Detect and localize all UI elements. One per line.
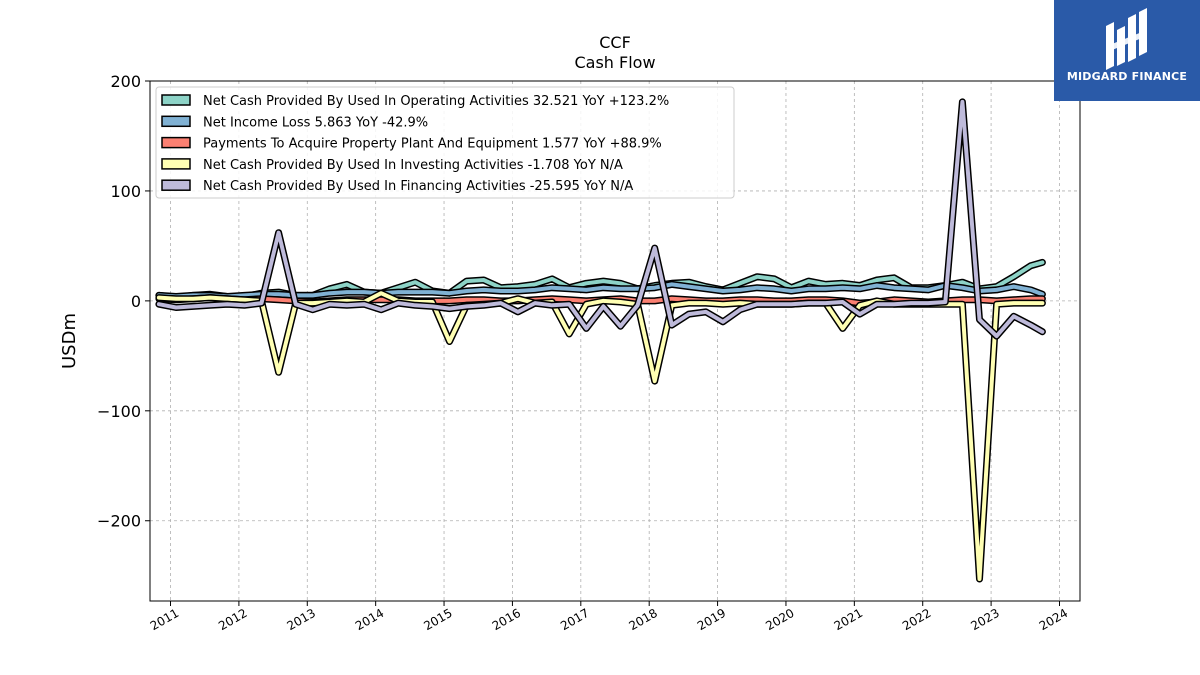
legend-label: Payments To Acquire Property Plant And E… — [203, 137, 662, 152]
y-tick-label: −200 — [97, 512, 141, 531]
x-tick-label: 2018 — [626, 606, 659, 633]
legend-swatch — [161, 136, 191, 149]
midgard-logo-icon — [1106, 8, 1147, 70]
series-area — [155, 98, 1046, 583]
chart-subtitle: Cash Flow — [574, 53, 655, 72]
chart-title: CCF — [599, 33, 631, 52]
series-line — [156, 99, 1045, 339]
legend-label: Net Cash Provided By Used In Financing A… — [203, 179, 633, 194]
series-5 — [155, 98, 1046, 340]
x-tick-label: 2017 — [558, 606, 591, 633]
legend-swatch — [161, 115, 191, 128]
legend-swatch — [161, 94, 191, 106]
legend-label: Net Cash Provided By Used In Operating A… — [203, 94, 669, 109]
legend-label: Net Cash Provided By Used In Investing A… — [203, 158, 623, 173]
legend: Net Cash Provided By Used In Operating A… — [155, 86, 735, 199]
x-tick-label: 2022 — [900, 606, 933, 633]
legend-item: Payments To Acquire Property Plant And E… — [161, 136, 662, 152]
x-tick-label: 2020 — [763, 606, 796, 633]
legend-item: Net Cash Provided By Used In Financing A… — [161, 179, 633, 194]
x-tick-label: 2013 — [285, 606, 318, 633]
x-tick-label: 2024 — [1037, 606, 1070, 633]
x-tick-label: 2023 — [968, 606, 1001, 633]
y-axis-label: USDm — [59, 313, 80, 369]
series-line-outline — [155, 289, 1046, 583]
x-tick-label: 2012 — [216, 606, 249, 633]
legend-item: Net Cash Provided By Used In Investing A… — [161, 158, 623, 173]
x-tick-label: 2011 — [148, 606, 181, 633]
y-tick-label: −100 — [97, 402, 141, 421]
brand-name: MIDGARD FINANCE — [1066, 70, 1188, 83]
y-tick-label: 100 — [110, 182, 141, 201]
legend-swatch — [161, 158, 191, 170]
x-tick-label: 2016 — [490, 606, 523, 633]
series-line — [156, 282, 1045, 299]
brand-logo: MIDGARD FINANCE — [1054, 0, 1200, 101]
plot-frame — [149, 80, 1081, 602]
legend-label: Net Income Loss 5.863 YoY -42.9% — [203, 115, 428, 130]
legend-swatch — [161, 179, 191, 191]
x-tick-label: 2015 — [421, 606, 454, 633]
y-tick-label: 0 — [131, 292, 141, 311]
x-tick-label: 2019 — [695, 606, 728, 633]
x-tick-label: 2021 — [832, 606, 865, 633]
series-2 — [155, 280, 1046, 300]
series-line — [156, 291, 1045, 581]
x-tick-label: 2014 — [353, 606, 386, 633]
legend-box — [155, 86, 735, 199]
legend-item: Net Income Loss 5.863 YoY -42.9% — [161, 115, 428, 130]
series-4 — [155, 289, 1046, 583]
legend-item: Net Cash Provided By Used In Operating A… — [161, 94, 669, 109]
y-tick-label: 200 — [110, 72, 141, 91]
